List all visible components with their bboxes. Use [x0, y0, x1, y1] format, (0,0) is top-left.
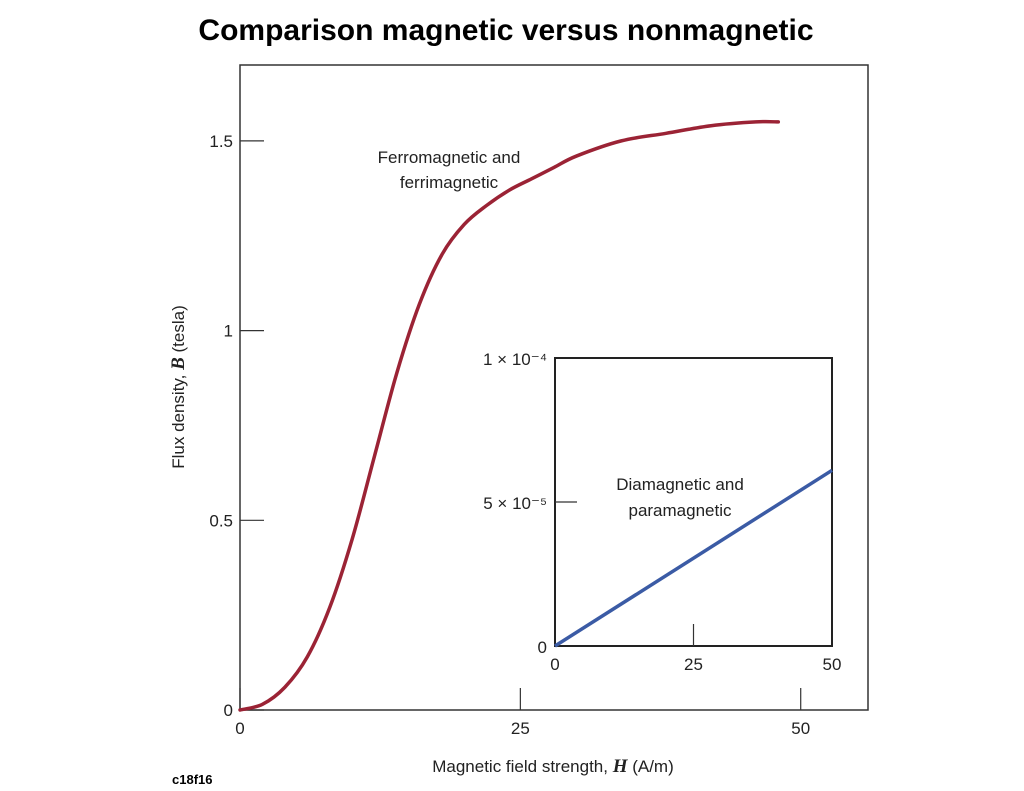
x-axis-title-unit: (A/m): [627, 757, 673, 776]
inset-series-label-line-2: paramagnetic: [628, 501, 732, 520]
main-x-tick-label: 50: [791, 719, 810, 738]
inset-series-label-line-1: Diamagnetic and: [616, 475, 744, 494]
page-title: Comparison magnetic versus nonmagnetic: [198, 14, 814, 47]
inset-x-tick-label: 0: [550, 655, 559, 674]
y-axis-title-var: B: [168, 357, 189, 371]
main-y-tick-label: 0.5: [209, 511, 233, 530]
y-axis-title-text: Flux density,: [169, 370, 188, 469]
main-plot-frame: [239, 64, 869, 711]
main-x-tick-label: 25: [511, 719, 530, 738]
inset-y-tick-label: 1 × 10⁻⁴: [483, 350, 547, 369]
y-axis-title-unit: (tesla): [169, 305, 188, 357]
main-series-label-line-1: Ferromagnetic and: [378, 148, 521, 167]
main-series-label-line-2: ferrimagnetic: [400, 173, 499, 192]
inset-x-tick-label: 50: [823, 655, 842, 674]
main-y-tick-label: 1.5: [209, 132, 233, 151]
x-axis-title: Magnetic field strength, H (A/m): [432, 756, 674, 777]
diamagnetic-line: [554, 468, 833, 648]
inset-plot-frame: [554, 357, 833, 647]
x-axis-title-var: H: [612, 756, 629, 777]
x-axis-title-text: Magnetic field strength,: [432, 757, 612, 776]
main-y-tick-label: 0: [224, 701, 233, 720]
main-y-tick-label: 1: [224, 322, 233, 341]
inset-y-tick-label: 0: [538, 638, 547, 657]
inset-y-tick-label: 5 × 10⁻⁵: [483, 494, 547, 513]
figure-code: c18f16: [172, 772, 213, 787]
y-axis-title: Flux density, B (tesla): [168, 305, 189, 469]
main-x-tick-label: 0: [235, 719, 244, 738]
ferromagnetic-curve: [238, 119, 781, 712]
inset-x-tick-label: 25: [684, 655, 703, 674]
